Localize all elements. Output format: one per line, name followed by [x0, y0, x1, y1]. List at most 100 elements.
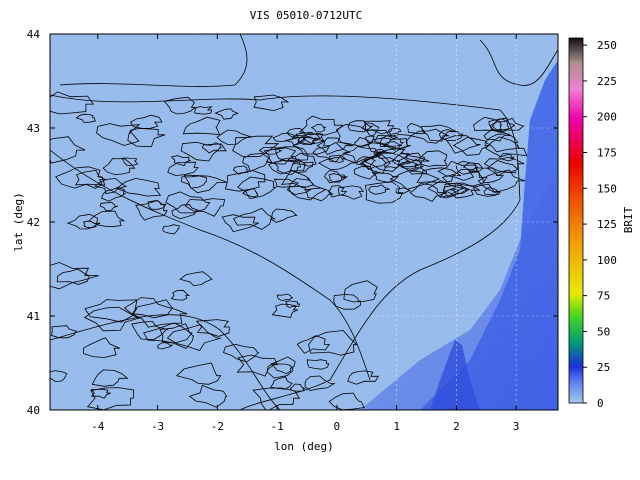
x-tick-label: 2: [453, 420, 460, 433]
y-tick-label: 42: [27, 216, 40, 229]
contour-line: [484, 133, 520, 153]
contour-line: [327, 185, 348, 198]
contour-line: [135, 200, 168, 221]
contour-line: [438, 128, 464, 141]
colorbar-ticks: 0 25 50 75 100 125 150 175 200 225 250: [583, 39, 617, 410]
colorbar-label: BRIT: [622, 206, 635, 233]
colorbar-tick-label: 200: [597, 111, 617, 124]
contour-line: [399, 161, 419, 170]
contour-line: [236, 354, 278, 377]
contour-line: [222, 343, 260, 363]
contour-line: [353, 166, 378, 180]
contour-line: [181, 175, 207, 189]
contour-line: [165, 191, 211, 214]
contour-line: [304, 187, 334, 202]
contour-line: [88, 210, 126, 228]
x-axis: -4 -3 -2 -1 0 1 2 3: [91, 34, 519, 433]
contour-line: [237, 176, 277, 200]
y-tick-label: 43: [27, 122, 40, 135]
contour-line: [491, 117, 525, 131]
contour-line: [304, 375, 336, 392]
contour-line: [55, 166, 106, 189]
contour-line: [66, 213, 101, 230]
contour-line: [455, 160, 484, 175]
contour-line: [354, 137, 371, 147]
contour-line: [333, 294, 362, 310]
contour-line: [306, 359, 330, 370]
contour-line: [241, 188, 259, 198]
colorbar-tick-label: 125: [597, 218, 617, 231]
contour-line: [266, 356, 296, 379]
contour-line: [359, 154, 391, 174]
contour-line: [50, 94, 521, 410]
contour-line: [273, 178, 299, 188]
contour-line: [437, 160, 478, 181]
contour-line: [74, 169, 107, 189]
contour-line: [388, 127, 402, 136]
contour-line: [472, 183, 500, 197]
contour-line: [183, 174, 228, 194]
contour-line: [232, 207, 277, 230]
colorbar-tick-label: 225: [597, 75, 617, 88]
contour-line: [270, 363, 293, 375]
contour-line: [286, 128, 308, 137]
contour-line: [163, 96, 197, 115]
contour-line: [379, 134, 405, 148]
contour-line: [252, 387, 301, 410]
contour-line: [483, 187, 501, 196]
contour-line: [308, 330, 358, 356]
contour-line: [273, 160, 301, 175]
contour-line: [488, 118, 510, 133]
x-tick-label: 3: [513, 420, 520, 433]
contour-line: [59, 34, 248, 87]
contour-line: [75, 113, 96, 123]
contours: [50, 34, 558, 410]
contour-line: [82, 220, 98, 229]
contour-line: [195, 319, 230, 337]
contour-line: [50, 91, 95, 115]
contour-line: [50, 136, 86, 164]
contour-line: [175, 362, 222, 385]
y-axis: 40 41 42 43 44: [27, 28, 558, 417]
contour-line: [356, 156, 376, 168]
contour-line: [483, 128, 511, 142]
contour-line: [310, 123, 327, 133]
contour-line: [50, 314, 281, 410]
contour-line: [143, 322, 193, 344]
contour-line: [94, 178, 127, 195]
x-tick-label: -1: [270, 420, 283, 433]
contour-line: [292, 152, 317, 167]
contour-line: [364, 130, 399, 146]
contour-line: [129, 114, 163, 129]
contour-line: [83, 337, 120, 358]
contour-line: [299, 115, 344, 136]
contour-line: [115, 177, 162, 197]
contour-line: [328, 173, 347, 183]
contour-line: [328, 154, 347, 163]
contour-line: [328, 392, 365, 410]
contour-line: [363, 120, 395, 135]
x-tick-label: 0: [334, 420, 341, 433]
x-tick-label: 1: [393, 420, 400, 433]
contour-line: [162, 224, 180, 235]
contour-line: [452, 136, 490, 156]
y-tick-label: 40: [27, 404, 40, 417]
contour-line: [296, 335, 330, 354]
colorbar: 0 25 50 75 100 125 150 175 200 225 250 BRIT: [568, 37, 635, 410]
contour-line: [194, 106, 213, 115]
colorbar-tick-label: 0: [597, 397, 604, 410]
contour-line: [131, 299, 188, 328]
contour-line: [180, 141, 227, 162]
contour-line: [90, 388, 111, 399]
contour-line: [389, 170, 440, 190]
contour-line: [270, 208, 298, 223]
contour-line: [347, 120, 374, 133]
contour-line: [50, 370, 68, 382]
contour-line: [317, 156, 357, 171]
contour-line: [281, 169, 315, 189]
contour-line: [427, 180, 464, 198]
contour-line: [170, 289, 191, 301]
contour-line: [214, 108, 239, 120]
contour-line: [170, 155, 191, 167]
